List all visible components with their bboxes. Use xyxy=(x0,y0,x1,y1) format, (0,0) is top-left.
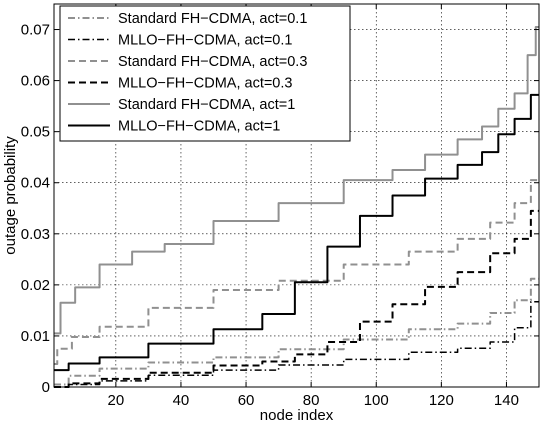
series-line-3 xyxy=(54,179,539,366)
y-tick-label: 0.05 xyxy=(21,124,50,141)
series-line-2 xyxy=(54,300,539,388)
legend: Standard FH−CDMA, act=0.1 MLLO−FH−CDMA, a… xyxy=(59,5,351,142)
legend-label-1: Standard FH−CDMA, act=0.1 xyxy=(118,11,307,27)
legend-box xyxy=(59,5,351,142)
series-line-1 xyxy=(54,277,539,386)
series-layer xyxy=(54,25,539,388)
x-tick-label: 100 xyxy=(364,392,389,409)
legend-label-5: Standard FH−CDMA, act=1 xyxy=(118,97,295,113)
y-axis-label: outage probability xyxy=(2,136,19,255)
x-tick-label: 60 xyxy=(238,392,255,409)
legend-label-6: MLLO−FH−CDMA, act=1 xyxy=(118,119,280,135)
series-line-4 xyxy=(54,209,539,388)
legend-label-2: MLLO−FH−CDMA, act=0.1 xyxy=(118,33,292,49)
y-tick-label: 0 xyxy=(42,379,50,396)
y-tick-label: 0.02 xyxy=(21,277,50,294)
plot-frame xyxy=(53,3,540,388)
y-tick-label: 0.06 xyxy=(21,73,50,90)
x-tick-label: 80 xyxy=(303,392,320,409)
series-line-5 xyxy=(54,25,539,335)
y-tick-label: 0.04 xyxy=(21,175,50,192)
x-tick-label: 40 xyxy=(173,392,190,409)
y-tick-label: 0.07 xyxy=(21,22,50,39)
y-tick-label: 0.01 xyxy=(21,328,50,345)
legend-label-4: MLLO−FH−CDMA, act=0.3 xyxy=(118,76,292,92)
x-tick-label: 120 xyxy=(429,392,454,409)
x-axis-label: node index xyxy=(260,407,334,424)
x-tick-label: 140 xyxy=(494,392,519,409)
y-tick-label: 0.03 xyxy=(21,226,50,243)
series-line-6 xyxy=(54,93,539,372)
x-tick-label: 20 xyxy=(108,392,125,409)
legend-label-3: Standard FH−CDMA, act=0.3 xyxy=(118,54,307,70)
